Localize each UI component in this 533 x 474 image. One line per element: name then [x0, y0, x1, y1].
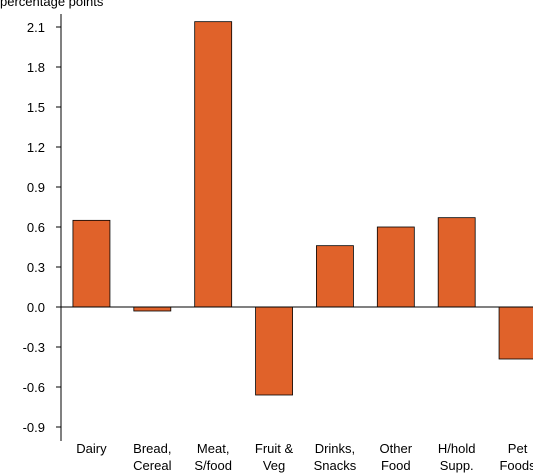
- x-tick-label: Meat, S/food: [194, 441, 232, 473]
- bar: [194, 21, 233, 308]
- bar: [376, 226, 415, 308]
- x-tick-label-line: Food: [381, 458, 411, 473]
- x-tick-label-line: Meat,: [197, 441, 230, 456]
- y-tick-label: 1.5: [27, 100, 45, 115]
- y-tick-label: -0.3: [23, 340, 45, 355]
- x-tick-label-line: Cereal: [133, 458, 171, 473]
- x-tick-label-line: Dairy: [76, 441, 107, 456]
- bar: [255, 306, 293, 396]
- x-tick-label: Dairy: [76, 441, 107, 456]
- x-tick-label-line: Foods: [499, 458, 533, 473]
- x-tick-label-line: Other: [380, 441, 413, 456]
- y-tick-label: 1.8: [27, 60, 45, 75]
- y-tick-label: 0.0: [27, 300, 45, 315]
- bar: [72, 219, 111, 308]
- x-tick-label: Pet Foods: [499, 441, 533, 473]
- x-tick-label-line: Drinks,: [315, 441, 355, 456]
- x-tick-label: H/hold Supp.: [438, 441, 476, 473]
- x-tick-label-line: Bread,: [133, 441, 171, 456]
- x-tick-label-line: Supp.: [440, 458, 474, 473]
- y-tick-label: -0.6: [23, 380, 45, 395]
- y-tick-label: -0.9: [23, 420, 45, 435]
- bar: [437, 217, 476, 308]
- x-tick-label-line: Pet: [508, 441, 528, 456]
- x-tick-label-line: Snacks: [314, 458, 357, 473]
- x-tick-label-line: H/hold: [438, 441, 476, 456]
- bar: [498, 306, 533, 360]
- y-tick-label: 0.3: [27, 260, 45, 275]
- y-tick-label: 0.9: [27, 180, 45, 195]
- y-tick-label: 0.6: [27, 220, 45, 235]
- bar: [316, 245, 354, 308]
- x-tick-label-line: S/food: [194, 458, 232, 473]
- x-tick-label: Fruit & Veg: [255, 441, 294, 473]
- x-tick-label-line: Fruit &: [255, 441, 294, 456]
- x-tick-label-line: Veg: [263, 458, 285, 473]
- y-tick-label: 2.1: [27, 20, 45, 35]
- x-tick-label: Drinks, Snacks: [314, 441, 357, 473]
- bars: [72, 21, 533, 396]
- x-tick-label: Other Food: [380, 441, 413, 473]
- chart-caption: percentage points: [0, 0, 104, 9]
- bar: [133, 306, 172, 312]
- y-axis: 2.1 1.8 1.5 1.2 0.9 0.6 0.3 0.0 -0.3 -0.6 -0.9: [23, 14, 62, 441]
- x-tick-label: Bread, Cereal: [133, 441, 171, 473]
- x-axis: Dairy Bread, Cereal Meat, S/food Fruit & Veg Dr…: [61, 306, 533, 473]
- y-tick-label: 1.2: [27, 140, 45, 155]
